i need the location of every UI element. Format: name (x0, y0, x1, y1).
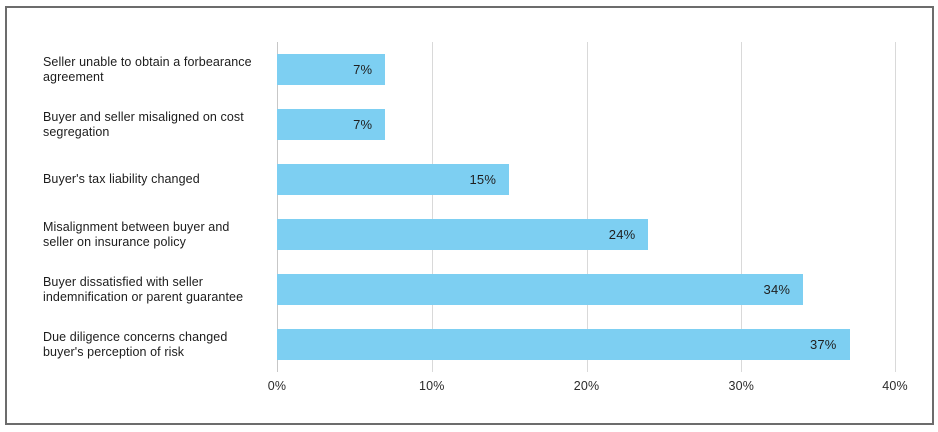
bar: 7% (277, 54, 386, 85)
x-tick-label: 10% (418, 379, 445, 393)
bar-cell: 15% (277, 164, 896, 195)
gridline-10pct (431, 42, 433, 372)
gridline-0pct (277, 42, 278, 372)
bar-row: Buyer dissatisfied with seller indemnifi… (37, 262, 896, 317)
bar-value-label: 7% (353, 117, 373, 132)
category-label: Due diligence concerns changed buyer's p… (43, 329, 228, 359)
bar-rows: Seller unable to obtain a forbearance ag… (37, 42, 896, 372)
category-label: Buyer and seller misaligned on cost segr… (43, 109, 244, 139)
bar-row: Misalignment between buyer and seller on… (37, 207, 896, 262)
bar-value-label: 37% (809, 337, 837, 352)
x-tick-label: 30% (728, 379, 755, 393)
bar: 15% (277, 164, 510, 195)
category-label: Buyer's tax liability changed (43, 172, 200, 186)
bar-row: Seller unable to obtain a forbearance ag… (37, 42, 896, 97)
category-label: Misalignment between buyer and seller on… (43, 219, 230, 249)
gridline-30pct (741, 42, 743, 372)
category-label: Buyer dissatisfied with seller indemnifi… (43, 274, 244, 304)
bar-cell: 34% (277, 274, 896, 305)
bar-value-label: 15% (469, 172, 497, 187)
gridline-40pct (895, 42, 896, 372)
gridline-layer (277, 42, 896, 372)
bar: 34% (277, 274, 804, 305)
gridline-20pct (586, 42, 588, 372)
bar-cell: 7% (277, 54, 896, 85)
bar-value-label: 24% (608, 227, 636, 242)
bar-row: Buyer's tax liability changed 15% (37, 152, 896, 207)
bar: 37% (277, 329, 850, 360)
bar-row: Buyer and seller misaligned on cost segr… (37, 97, 896, 152)
bar-cell: 7% (277, 109, 896, 140)
x-tick-label: 0% (267, 379, 287, 393)
x-tick-label: 20% (573, 379, 600, 393)
bar: 7% (277, 109, 386, 140)
x-axis: 0% 10% 20% 30% 40% (268, 379, 908, 397)
bar-cell: 37% (277, 329, 896, 360)
category-label: Seller unable to obtain a forbearance ag… (43, 54, 252, 84)
bar-value-label: 7% (353, 62, 373, 77)
bar: 24% (277, 219, 649, 250)
chart-frame: Seller unable to obtain a forbearance ag… (5, 6, 934, 425)
bar-cell: 24% (277, 219, 896, 250)
bar-value-label: 34% (763, 282, 791, 297)
bar-row: Due diligence concerns changed buyer's p… (37, 317, 896, 372)
x-tick-label: 40% (882, 379, 908, 393)
